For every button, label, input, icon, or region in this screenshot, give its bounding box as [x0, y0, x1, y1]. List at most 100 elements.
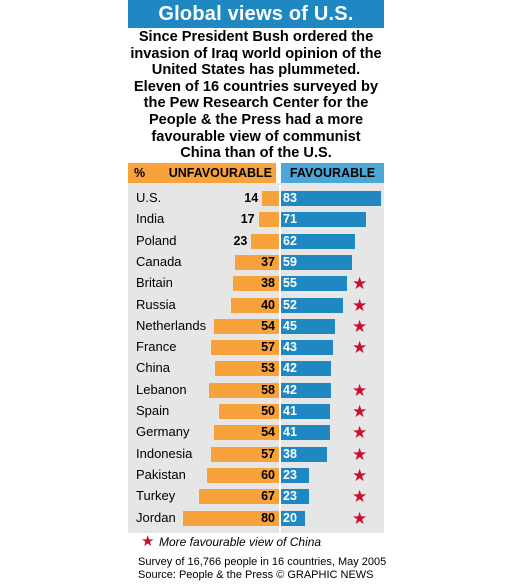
star-icon: ★ — [352, 316, 368, 336]
unfavourable-value-label: 54 — [261, 318, 275, 333]
header-divider — [276, 163, 281, 183]
unfavourable-bar — [214, 318, 279, 334]
footer: Survey of 16,766 people in 16 countries,… — [138, 556, 387, 581]
favourable-value-label: 41 — [283, 404, 297, 418]
chart-row: Indonesia 57 38 ★ — [128, 444, 384, 465]
star-icon: ★ — [352, 487, 368, 507]
favourable-legend-label: FAVOURABLE — [289, 166, 376, 180]
favourable-bar — [281, 425, 331, 441]
unfavourable-bar — [207, 467, 279, 483]
unfavourable-value-label: 38 — [261, 276, 275, 291]
unfavourable-bar — [262, 191, 279, 206]
source-note: Source: People & the Press © GRAPHIC NEW… — [138, 568, 374, 581]
chart-row: Pakistan 60 23 ★ — [128, 465, 384, 486]
favourable-value-label: 23 — [283, 467, 297, 482]
unfavourable-bar — [231, 297, 279, 313]
favourable-bar — [281, 489, 309, 505]
category-label: Pakistan — [136, 466, 186, 482]
chart-row: Britain 38 55 ★ — [128, 273, 384, 294]
category-label: Poland — [136, 232, 177, 248]
favourable-value-label: 59 — [283, 254, 297, 269]
favourable-value-label: 42 — [283, 361, 297, 376]
star-icon: ★ — [352, 295, 368, 315]
star-icon: ★ — [352, 380, 368, 400]
unfavourable-bar — [214, 425, 279, 441]
unfavourable-value-label: 40 — [261, 297, 275, 312]
unfavourable-bar — [233, 276, 279, 292]
legend-label: More favourable view of China — [159, 535, 322, 549]
unfavourable-bar — [219, 404, 279, 419]
page-title: Global views of U.S. — [128, 0, 384, 28]
intro-text: Since President Bush ordered the invasio… — [130, 29, 382, 162]
favourable-bar — [281, 467, 309, 483]
favourable-bar — [281, 404, 331, 419]
category-label: Turkey — [136, 488, 176, 504]
chart-row: Lebanon 58 42 ★ — [128, 380, 384, 401]
chart-row: France 57 43 ★ — [128, 337, 384, 358]
unfavourable-bar — [210, 446, 279, 462]
survey-note: Survey of 16,766 people in 16 countries,… — [138, 556, 387, 568]
unfavourable-header: % UNFAVOURABLE — [128, 163, 276, 183]
favourable-bar — [281, 276, 347, 292]
chart-row: Russia 40 52 ★ — [128, 295, 384, 316]
chart-row: Poland 23 62 — [128, 231, 384, 252]
unfavourable-value-label: 67 — [261, 489, 275, 504]
unfavourable-bar — [234, 254, 279, 270]
unfavourable-bar — [209, 382, 279, 398]
category-label: India — [136, 211, 165, 227]
favourable-bar — [281, 340, 333, 356]
unfavourable-value-label: 57 — [261, 340, 275, 355]
unfavourable-bar — [251, 233, 279, 249]
zero-axis-line — [279, 185, 281, 533]
unfavourable-value-label: 14 — [244, 191, 259, 205]
unfavourable-value-label: 23 — [233, 233, 248, 248]
favourable-value-label: 38 — [283, 446, 297, 461]
favourable-bar — [281, 212, 367, 228]
favourable-value-label: 83 — [283, 191, 297, 205]
favourable-bar — [281, 446, 327, 462]
unfavourable-value-label: 80 — [261, 510, 275, 525]
chart-row: Germany 54 41 ★ — [128, 422, 384, 443]
unfavourable-bar — [258, 212, 279, 228]
unfavourable-bar — [183, 510, 279, 526]
category-label: U.S. — [136, 190, 162, 205]
category-label: Spain — [136, 403, 170, 418]
favourable-bar — [281, 318, 335, 334]
chart-row: U.S. 14 83 — [128, 188, 384, 209]
unfavourable-value-label: 54 — [261, 425, 275, 440]
category-label: Canada — [136, 253, 182, 269]
percent-unit-label: % — [134, 166, 146, 180]
unfavourable-bar — [198, 489, 279, 505]
star-icon: ★ — [141, 533, 155, 550]
favourable-bar — [281, 191, 381, 206]
category-label: Jordan — [136, 509, 176, 525]
unfavourable-value-label: 58 — [261, 382, 275, 397]
favourable-header: FAVOURABLE — [281, 163, 384, 183]
favourable-value-label: 71 — [283, 212, 297, 227]
category-label: Germany — [136, 424, 190, 440]
category-label: France — [136, 339, 177, 355]
unfavourable-bar — [215, 361, 279, 377]
category-label: China — [136, 360, 170, 376]
favourable-value-label: 20 — [283, 510, 297, 525]
chart-row: Spain 50 41 ★ — [128, 401, 384, 422]
star-icon: ★ — [352, 274, 368, 294]
favourable-value-label: 62 — [283, 233, 297, 248]
category-label: Britain — [136, 275, 173, 291]
star-icon: ★ — [352, 423, 368, 443]
category-label: Russia — [136, 296, 176, 312]
favourable-bar — [281, 510, 305, 526]
chart-row: Turkey 67 23 ★ — [128, 486, 384, 507]
favourable-value-label: 41 — [283, 425, 297, 440]
favourable-bar — [281, 254, 352, 270]
favourable-value-label: 45 — [283, 318, 297, 333]
favourable-value-label: 23 — [283, 489, 297, 504]
unfavourable-value-label: 60 — [261, 467, 275, 482]
favourable-value-label: 42 — [283, 382, 297, 397]
unfavourable-bar — [210, 340, 279, 356]
favourable-bar — [281, 297, 344, 313]
chart-row: India 17 71 — [128, 209, 384, 230]
favourable-value-label: 52 — [283, 297, 297, 312]
favourable-bar — [281, 361, 332, 377]
